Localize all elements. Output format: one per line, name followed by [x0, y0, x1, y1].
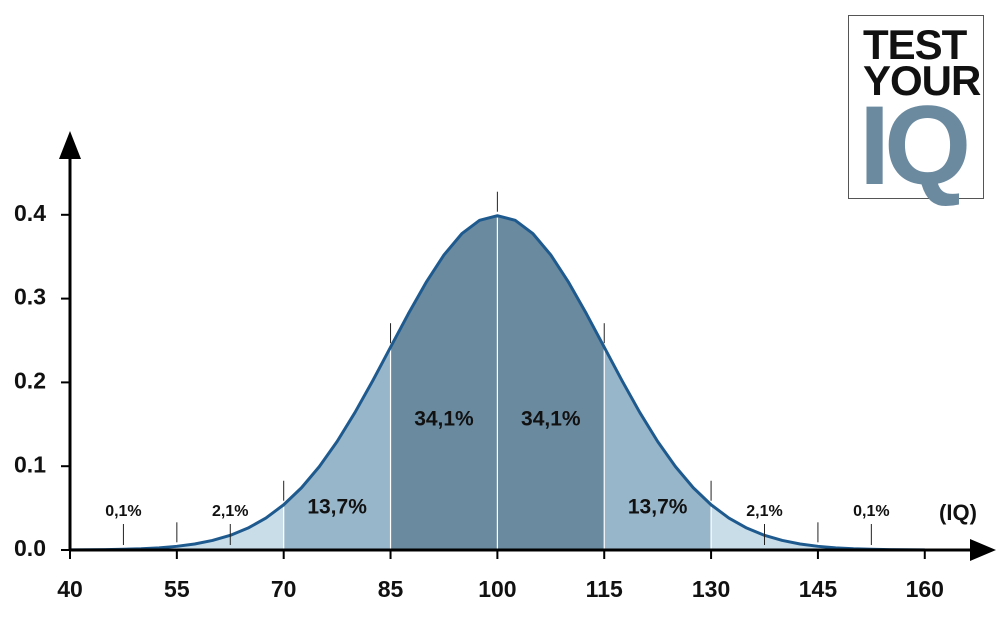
logo-line: TEST — [863, 21, 967, 68]
y-tick-label: 0.3 — [14, 284, 46, 310]
x-tick-label: 115 — [586, 576, 623, 602]
logo-line: YOUR — [863, 57, 981, 104]
band-label: 0,1% — [105, 503, 141, 520]
band-label: 0,1% — [853, 503, 889, 520]
x-tick-label: 70 — [271, 576, 297, 602]
density-curve — [69, 214, 925, 552]
x-tick-label: 100 — [478, 576, 516, 602]
band-label: 2,1% — [212, 503, 248, 520]
x-tick-label: 55 — [164, 576, 190, 602]
x-tick-label: 145 — [799, 576, 838, 602]
band-label: 34,1% — [414, 408, 474, 431]
logo-iq: IQ — [859, 83, 971, 208]
logo: TEST YOUR IQ — [848, 15, 984, 208]
y-tick-label: 0.0 — [14, 535, 46, 561]
x-tick-label: 130 — [692, 576, 730, 602]
x-tick-label: 160 — [906, 576, 944, 602]
band-label: 13,7% — [628, 496, 688, 519]
x-axis-label: (IQ) — [939, 500, 977, 525]
band-area — [711, 504, 818, 550]
band-label: 2,1% — [746, 503, 782, 520]
band-label: 34,1% — [521, 408, 581, 431]
band-area — [497, 215, 605, 550]
band-area — [176, 504, 284, 550]
y-tick-label: 0.1 — [14, 451, 46, 477]
band-label: 13,7% — [307, 496, 367, 519]
y-tick-label: 0.2 — [14, 367, 46, 393]
x-axis-arrow — [970, 539, 996, 561]
band-area — [390, 215, 498, 550]
y-axis-arrow — [59, 131, 81, 159]
x-tick-label: 85 — [378, 576, 404, 602]
x-tick-label: 40 — [57, 576, 83, 602]
y-tick-label: 0.4 — [14, 200, 46, 226]
